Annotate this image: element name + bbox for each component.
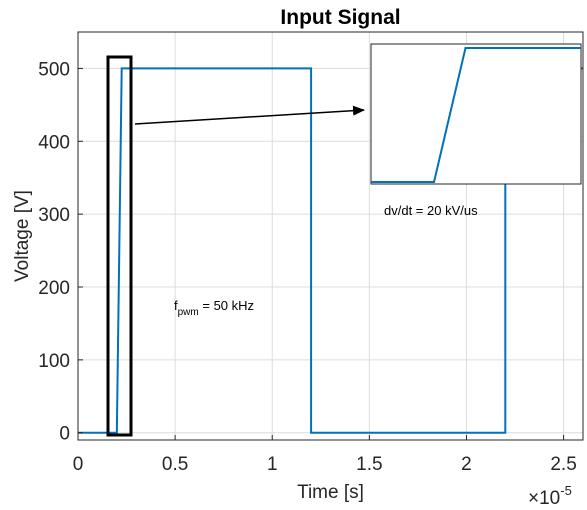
plot-area-frame (77, 31, 584, 441)
inset-series-line (371, 47, 581, 183)
inset-zoom-plot (370, 43, 582, 185)
x-tick-label: 2 (461, 454, 472, 475)
zoom-arrow (134, 105, 365, 125)
y-tick-label: 100 (38, 351, 70, 372)
x-tick-label: 0.5 (162, 454, 188, 475)
y-axis-label: Voltage [V] (12, 190, 33, 282)
x-tick-label: 2.5 (550, 454, 576, 475)
x-axis-exponent: ×10-5 (528, 483, 572, 509)
inset-background (370, 43, 582, 185)
fpwm-annotation: fpwm = 50 kHz (174, 298, 254, 318)
y-tick-label: 400 (38, 132, 70, 153)
x-axis-exponent-base: ×10 (528, 488, 560, 509)
y-tick-label: 0 (59, 424, 70, 445)
y-tick-label: 500 (38, 59, 70, 80)
x-tick-label: 0 (73, 454, 84, 475)
fpwm-subscript: pwm (178, 307, 199, 318)
y-tick-label: 200 (38, 278, 70, 299)
x-axis-exponent-power: -5 (560, 483, 572, 498)
x-tick-label: 1 (267, 454, 278, 475)
x-axis-label: Time [s] (297, 482, 364, 503)
chart-title: Input Signal (280, 6, 400, 29)
axis-ticks: 0 0.5 1 1.5 2 2.5 0 100 200 300 400 500 (38, 59, 576, 475)
fpwm-prefix: f (174, 298, 178, 313)
zoom-highlight-box (106, 55, 133, 437)
dvdt-annotation: dv/dt = 20 kV/us (384, 203, 478, 218)
y-tick-label: 300 (38, 205, 70, 226)
fpwm-value: = 50 kHz (199, 298, 254, 313)
x-tick-label: 1.5 (356, 454, 382, 475)
